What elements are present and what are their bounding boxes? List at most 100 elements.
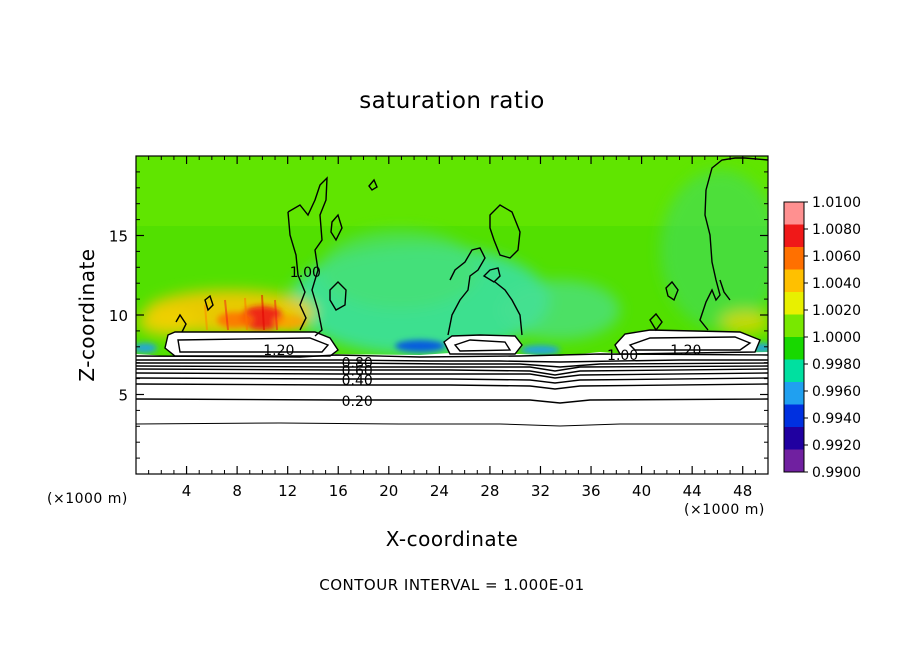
colorbar-swatch [784,292,804,315]
contour-label: 0.40 [342,373,373,389]
contour-one-left-bump [204,294,214,312]
y-tick-label: 5 [118,387,128,405]
field-blue-patch-3 [136,343,157,353]
contour-one-central-plume-2 [494,281,523,336]
colorbar-label: 1.0060 [812,249,861,265]
contour-one-central-loop [489,204,521,259]
contour-one-right-tail [719,279,731,301]
contour-cloud-right-inner [628,336,752,351]
contour-one-island-2 [330,213,343,242]
contour-line [136,377,768,384]
colorbar-swatch [784,269,804,293]
x-tick-label: 16 [329,482,348,500]
contour-line [136,362,768,368]
contour-one-left-edge [175,313,187,333]
contour-cloud-left-inner [177,337,330,353]
contour-one-right-plume [699,189,721,331]
colorbar-swatch [784,224,804,248]
y-tick-label: 15 [109,228,128,246]
contour-interval-note: CONTOUR INTERVAL = 1.000E-01 [319,576,585,594]
contour-label: 0.20 [342,394,373,410]
x-tick-label: 32 [531,482,550,500]
field-blue-patch [395,340,445,352]
field-orange-patch-2 [274,315,306,329]
contour-one-island-3 [368,178,378,191]
field-blue-patch-2 [520,345,560,355]
x-tick-label: 36 [581,482,600,500]
contour-label: 0.80 [342,356,373,372]
heatmap-field [136,156,768,474]
x-tick-label: 8 [232,482,242,500]
x-tick-label: 24 [430,482,449,500]
contour-label: 1.20 [263,343,294,359]
contour-label: 1.20 [670,343,701,359]
x-tick-label: 40 [632,482,651,500]
x-tick-label: 28 [480,482,499,500]
field-green-right [660,170,768,330]
contour-line [136,398,768,404]
colorbar-label: 1.0100 [812,195,861,211]
field-yellow-right [720,310,768,334]
colorbar-swatch [784,359,804,383]
colorbar-label: 0.9920 [812,438,861,454]
contour-cloud-center-inner [453,339,512,352]
field-streaks [204,294,278,331]
contour-line [136,359,768,363]
cloud-block-right [615,330,760,354]
contour-cloud-center [443,334,523,355]
contour-one-left-plume [287,176,328,337]
x-tick-label: 4 [182,482,192,500]
contour-one-island [329,281,347,311]
x-tick-label: 44 [683,482,702,500]
colorbar: 1.0100 1.0080 1.0060 1.0040 1.0020 1.0000 0.99… [783,195,861,481]
contour-cloud-left [164,331,339,357]
y-axis-ticks: 5 10 15 [109,171,768,459]
contour-label: 1.00 [607,348,638,364]
contour-cloud-right [614,329,761,355]
field-upper [136,156,768,226]
x-tick-label: 48 [733,482,752,500]
contour-one-central-loop-2 [482,267,501,283]
contour-lines [136,157,768,427]
contour-one-right-island-2 [649,312,663,332]
x-axis-label: X-coordinate [385,527,519,551]
colorbar-swatch [784,337,804,360]
colorbar-swatch [784,247,804,270]
colorbar-label: 1.0040 [812,276,861,292]
contour-line [136,353,768,358]
colorbar-swatch [784,202,804,225]
colorbar-label: 0.9900 [812,465,861,481]
x-tick-label: 20 [379,482,398,500]
x-axis-ticks: 4 8 12 16 20 24 28 32 36 40 44 48 [148,156,756,500]
contour-label: 0.60 [342,364,373,380]
contour-line [136,372,768,379]
cloud-block-center [444,335,522,354]
contour-one-central-plume [447,247,486,336]
contour-line [136,368,768,376]
colorbar-swatch [784,314,804,338]
contour-line [136,422,768,427]
chart-title: saturation ratio [359,88,545,114]
colorbar-swatch [784,449,804,473]
colorbar-swatch [784,427,804,450]
colorbar-swatch [784,404,804,428]
colorbar-label: 0.9960 [812,384,861,400]
contour-one-left-plume-2 [287,211,307,331]
colorbar-label: 0.9980 [812,357,861,373]
contour-line [136,383,768,390]
contour-line [136,365,768,372]
field-cyan-upper [320,230,480,310]
colorbar-swatch [784,382,804,405]
field-red-patch [240,306,284,330]
x-origin-unit-label: (×1000 m) [47,491,128,507]
contour-labels: 1.20 0.800.600.40 0.20 1.00 1.20 1.00 [263,265,701,410]
x-tick-label: 12 [278,482,297,500]
contour-label: 1.00 [290,265,321,281]
contour-one-right-island [665,280,679,302]
colorbar-label: 1.0000 [812,330,861,346]
colorbar-label: 1.0020 [812,303,861,319]
y-tick-label: 10 [109,307,128,325]
colorbar-label: 1.0080 [812,222,861,238]
x-axis-unit-label: (×1000 m) [684,502,765,518]
